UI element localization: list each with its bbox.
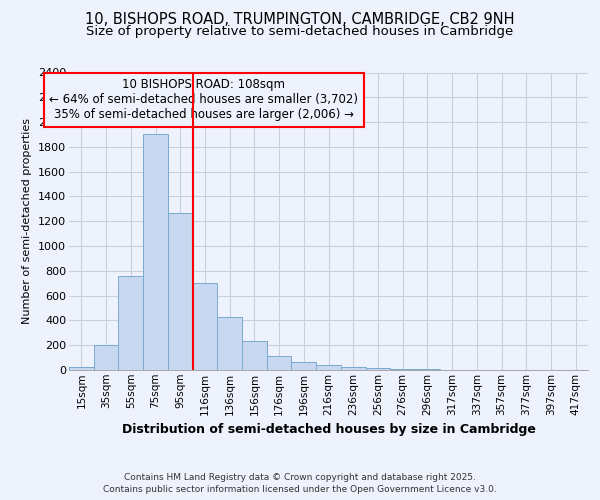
Text: Contains HM Land Registry data © Crown copyright and database right 2025.: Contains HM Land Registry data © Crown c… bbox=[124, 472, 476, 482]
Bar bbox=[242, 342, 267, 370]
Bar bbox=[267, 356, 292, 370]
Bar bbox=[292, 362, 316, 370]
Bar bbox=[118, 276, 143, 370]
Text: 10 BISHOPS ROAD: 108sqm
← 64% of semi-detached houses are smaller (3,702)
35% of: 10 BISHOPS ROAD: 108sqm ← 64% of semi-de… bbox=[49, 78, 358, 122]
Text: Distribution of semi-detached houses by size in Cambridge: Distribution of semi-detached houses by … bbox=[122, 422, 536, 436]
Text: Size of property relative to semi-detached houses in Cambridge: Size of property relative to semi-detach… bbox=[86, 25, 514, 38]
Text: 10, BISHOPS ROAD, TRUMPINGTON, CAMBRIDGE, CB2 9NH: 10, BISHOPS ROAD, TRUMPINGTON, CAMBRIDGE… bbox=[85, 12, 515, 28]
Bar bbox=[168, 212, 193, 370]
Bar bbox=[217, 316, 242, 370]
Y-axis label: Number of semi-detached properties: Number of semi-detached properties bbox=[22, 118, 32, 324]
Bar bbox=[193, 283, 217, 370]
Bar bbox=[143, 134, 168, 370]
Bar bbox=[69, 367, 94, 370]
Bar bbox=[94, 345, 118, 370]
Bar bbox=[316, 365, 341, 370]
Bar bbox=[341, 367, 365, 370]
Text: Contains public sector information licensed under the Open Government Licence v3: Contains public sector information licen… bbox=[103, 485, 497, 494]
Bar bbox=[390, 369, 415, 370]
Bar bbox=[365, 368, 390, 370]
